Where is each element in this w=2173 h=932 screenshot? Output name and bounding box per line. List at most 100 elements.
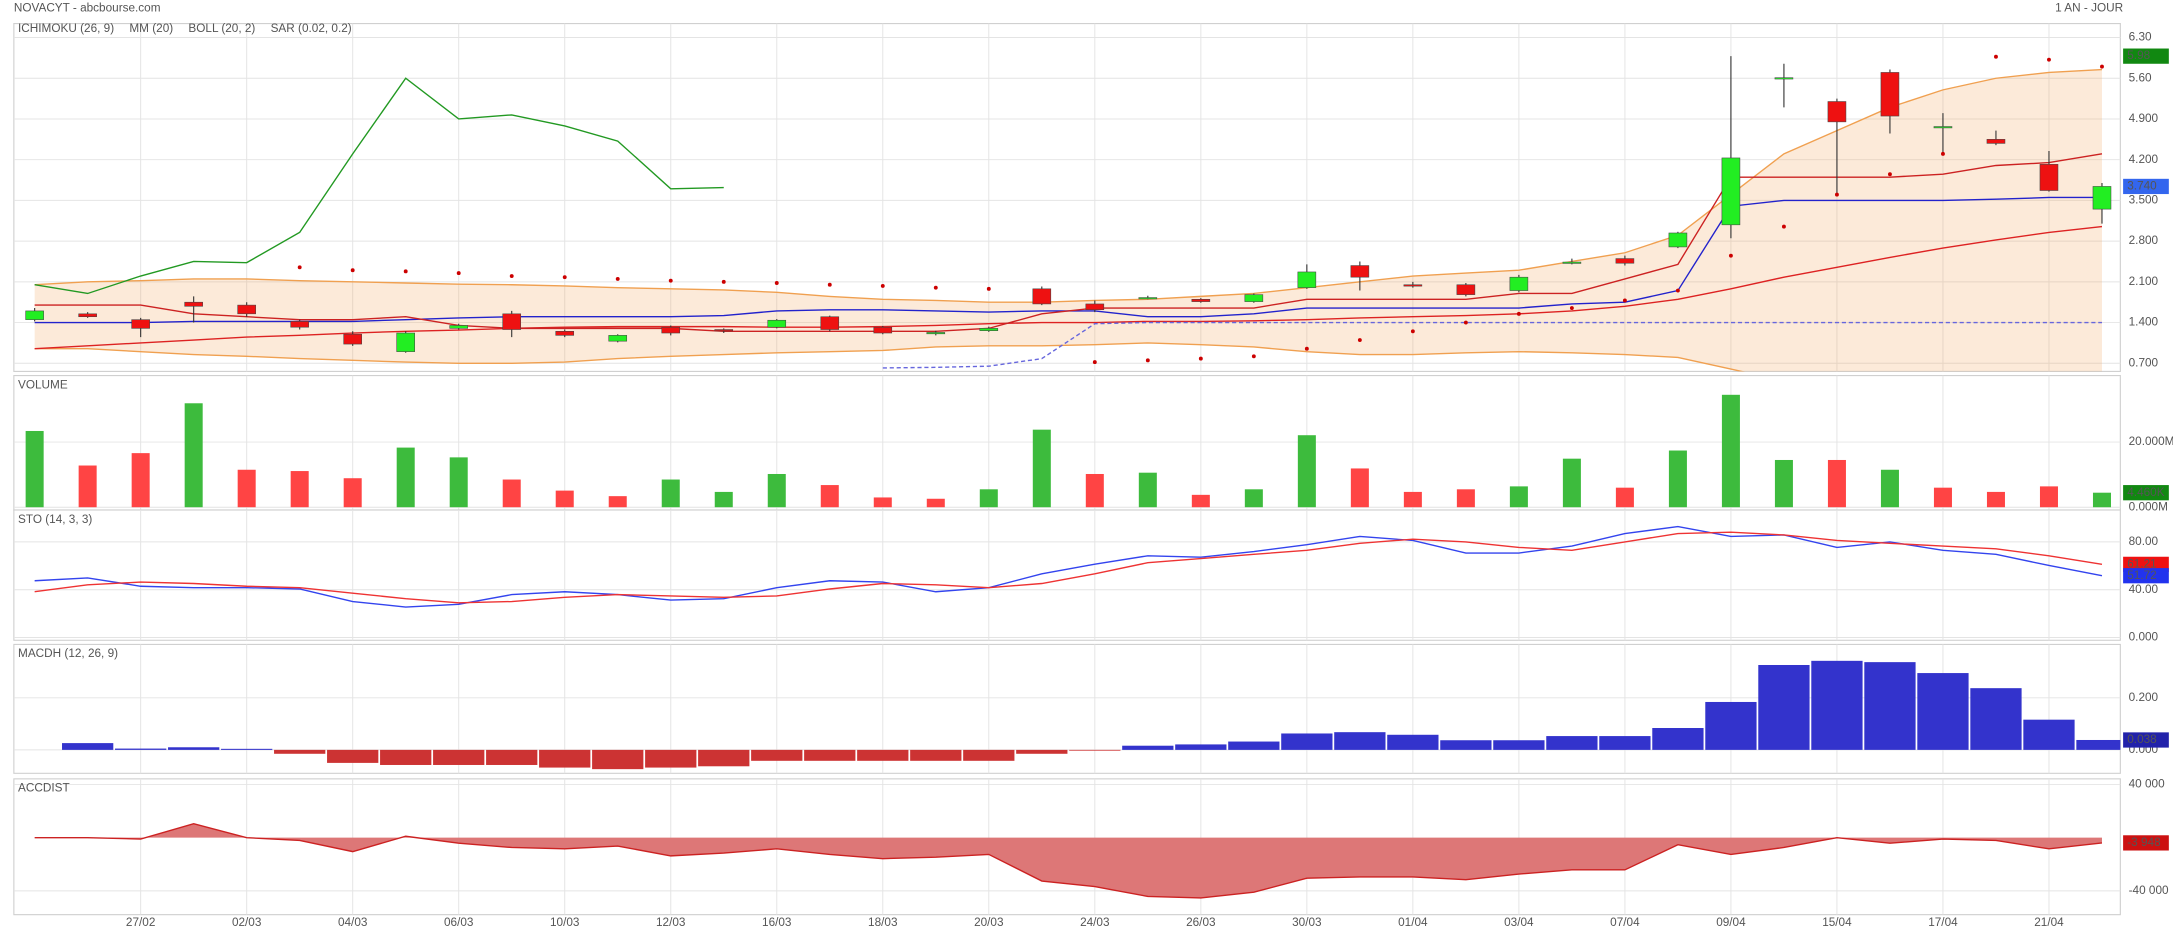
bar (1403, 491, 1422, 508)
value-tag (2123, 568, 2169, 584)
x-tick-label: 15/04 (1822, 916, 1852, 929)
sar-dot (297, 265, 302, 270)
bar (486, 749, 538, 765)
bar (1387, 734, 1439, 750)
candle-body (78, 313, 97, 318)
bar (1069, 749, 1121, 751)
value-tag-label: -3 948 (2127, 836, 2161, 849)
sar-dot (880, 283, 885, 288)
sar-dot (721, 279, 726, 284)
x-tick-label: 26/03 (1186, 916, 1216, 929)
bar (2023, 719, 2075, 750)
bar (1032, 429, 1051, 508)
bar (714, 491, 733, 508)
bar (1281, 733, 1333, 750)
bar (963, 749, 1015, 761)
x-tick-label: 21/04 (2034, 916, 2064, 929)
sar-dot (456, 271, 461, 276)
bar (1827, 459, 1846, 508)
bar (1986, 491, 2005, 508)
sar-dot (350, 268, 355, 273)
legend-entry: ICHIMOKU (26, 9) (18, 22, 114, 35)
candle-body (767, 319, 787, 328)
x-tick-label: 09/04 (1716, 916, 1746, 929)
bar (1493, 740, 1545, 750)
candle-body (290, 321, 309, 328)
candle-body (1986, 139, 2006, 144)
bar (1721, 394, 1740, 508)
bar (78, 465, 97, 508)
band-fill (34, 69, 2102, 372)
candle-body (979, 328, 999, 331)
candle-body (2039, 164, 2059, 191)
bar (1350, 468, 1369, 508)
value-tag (2123, 732, 2169, 748)
bar (1509, 486, 1528, 508)
bar (1917, 673, 1969, 750)
sar-dot (1675, 288, 1680, 293)
line (34, 77, 724, 295)
bar (1244, 489, 1263, 508)
bar (873, 497, 892, 508)
bar (502, 479, 521, 508)
y-tick-label: 80.00 (2129, 535, 2159, 548)
sar-dot (1888, 172, 1892, 177)
panel (13, 375, 2121, 511)
sar-dot (1941, 151, 1945, 156)
candle-body (237, 304, 256, 315)
bar (343, 478, 362, 508)
candle-body (2092, 186, 2112, 210)
bar (168, 747, 220, 750)
sar-dot (1410, 329, 1415, 334)
candle-body (343, 333, 362, 345)
x-tick-label: 12/03 (656, 916, 686, 929)
y-tick-label: 3.500 (2129, 194, 2159, 207)
candle-body (1403, 284, 1423, 287)
bar (539, 749, 591, 768)
bar (1175, 744, 1227, 750)
x-tick-label: 03/04 (1504, 916, 1534, 929)
bar (645, 749, 697, 768)
candle-body (1774, 77, 1794, 80)
sar-dot (668, 278, 673, 283)
candle-body (1085, 303, 1105, 311)
bar (433, 749, 485, 765)
line (34, 525, 2103, 608)
sar-dot (827, 282, 832, 287)
sar-dot (562, 275, 567, 280)
legend-entry: BOLL (20, 2) (188, 22, 255, 35)
plot-area (34, 525, 2103, 608)
candle-body (1509, 276, 1529, 291)
candle-body (661, 326, 681, 334)
sar-dot (509, 274, 514, 278)
bar (1122, 745, 1174, 750)
bar (698, 749, 750, 767)
candle-body (131, 319, 150, 329)
candle-body (1827, 101, 1847, 123)
sar-dot (403, 269, 408, 274)
value-tag-label: 0.038 (2127, 733, 2157, 746)
x-tick-label: 18/03 (868, 916, 898, 929)
sar-dot (2047, 57, 2051, 62)
sar-dot (1994, 54, 1998, 59)
y-tick-label: -40 000 (2129, 884, 2169, 897)
panel-title: VOLUME (18, 378, 68, 391)
bar (1880, 469, 1899, 508)
y-tick-label: 5.60 (2129, 71, 2152, 84)
y-tick-label: 1.400 (2129, 316, 2159, 329)
x-tick-label: 20/03 (974, 916, 1004, 929)
bar (1456, 489, 1475, 508)
sar-dot (1251, 354, 1256, 359)
y-tick-label: 4.200 (2129, 153, 2159, 166)
bar (820, 485, 839, 508)
candle-body (449, 325, 468, 329)
candle-body (608, 335, 628, 342)
bar (857, 749, 909, 761)
legend-entry: MM (20) (129, 22, 173, 35)
bar (910, 749, 962, 761)
bar (767, 473, 786, 508)
y-tick-label: 6.30 (2129, 31, 2152, 44)
value-tag-label: 4.460K (2127, 486, 2164, 499)
bar (751, 749, 803, 761)
value-tag-label: 5.98 (2127, 49, 2150, 62)
